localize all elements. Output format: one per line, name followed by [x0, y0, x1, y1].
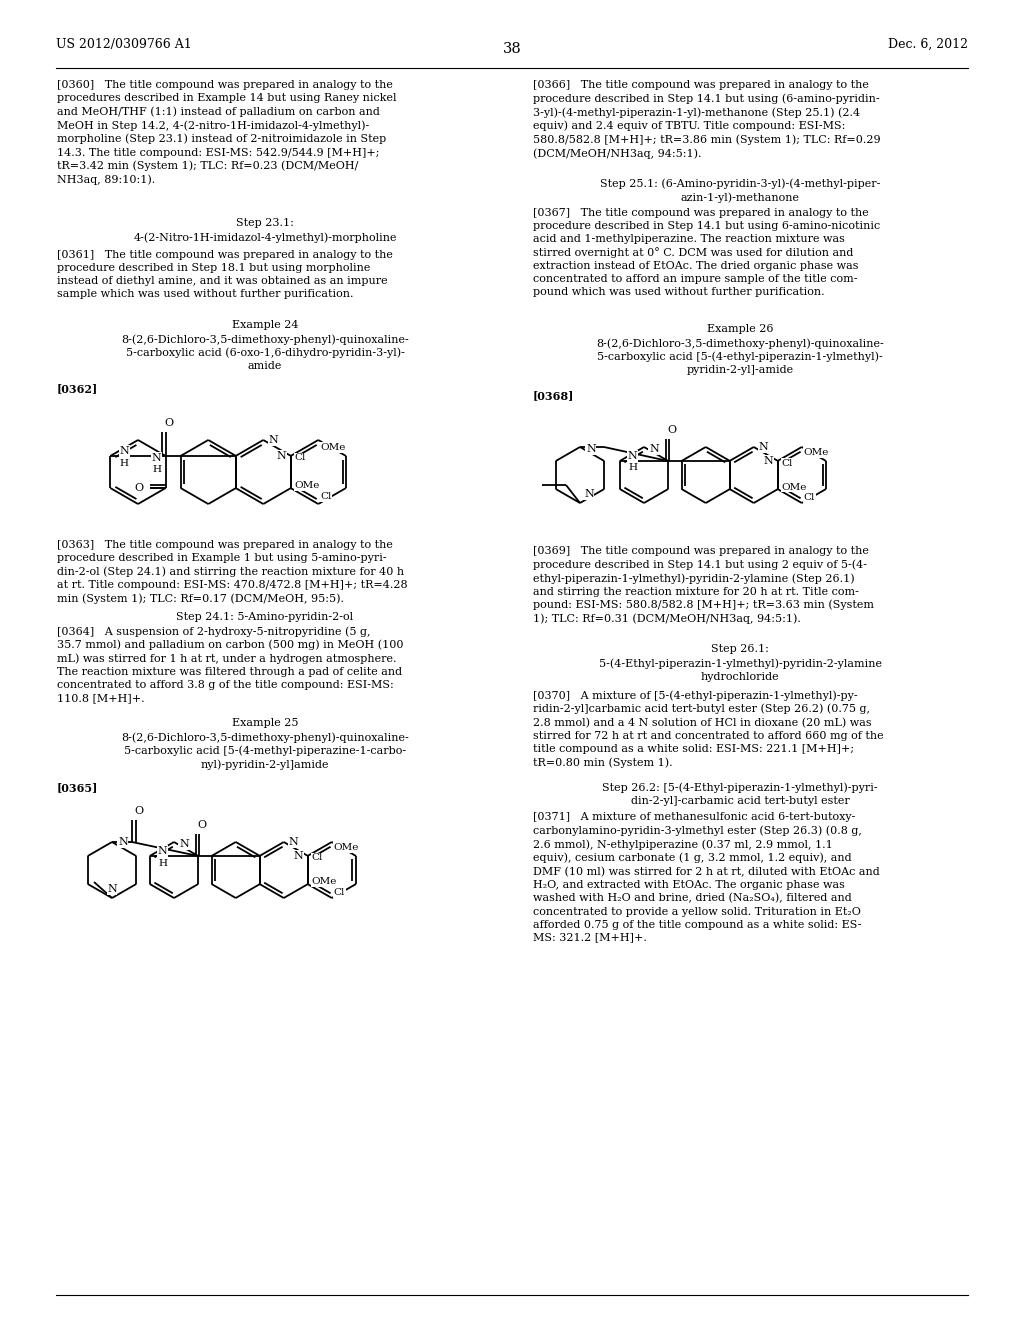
Text: Cl: Cl [311, 854, 323, 862]
Text: N: N [628, 451, 638, 461]
Text: 5-(4-Ethyl-piperazin-1-ylmethyl)-pyridin-2-ylamine: 5-(4-Ethyl-piperazin-1-ylmethyl)-pyridin… [598, 657, 882, 668]
Text: N: N [763, 455, 773, 466]
Text: N: N [268, 436, 279, 445]
Text: N: N [179, 840, 188, 849]
Text: 8-(2,6-Dichloro-3,5-dimethoxy-phenyl)-quinoxaline-
5-carboxylic acid (6-oxo-1,6-: 8-(2,6-Dichloro-3,5-dimethoxy-phenyl)-qu… [121, 334, 409, 371]
Text: [0370]   A mixture of [5-(4-ethyl-piperazin-1-ylmethyl)-py-
ridin-2-yl]carbamic : [0370] A mixture of [5-(4-ethyl-piperazi… [534, 690, 884, 768]
Text: [0365]: [0365] [57, 781, 98, 793]
Text: N: N [584, 488, 594, 499]
Text: azin-1-yl)-methanone: azin-1-yl)-methanone [681, 191, 800, 202]
Text: Example 26: Example 26 [707, 323, 773, 334]
Text: N: N [293, 851, 303, 861]
Text: Cl: Cl [321, 492, 332, 502]
Text: 38: 38 [503, 42, 521, 55]
Text: O: O [164, 418, 173, 428]
Text: OMe: OMe [321, 444, 346, 451]
Text: N: N [586, 444, 596, 454]
Text: Cl: Cl [804, 492, 815, 502]
Text: Step 23.1:: Step 23.1: [237, 218, 294, 228]
Text: [0367]   The title compound was prepared in analogy to the
procedure described i: [0367] The title compound was prepared i… [534, 209, 881, 297]
Text: din-2-yl]-carbamic acid tert-butyl ester: din-2-yl]-carbamic acid tert-butyl ester [631, 796, 849, 807]
Text: N: N [158, 846, 168, 855]
Text: H: H [629, 463, 637, 473]
Text: Dec. 6, 2012: Dec. 6, 2012 [888, 38, 968, 51]
Text: OMe: OMe [334, 843, 359, 851]
Text: N: N [118, 837, 128, 847]
Text: 8-(2,6-Dichloro-3,5-dimethoxy-phenyl)-quinoxaline-
5-carboxylic acid [5-(4-methy: 8-(2,6-Dichloro-3,5-dimethoxy-phenyl)-qu… [121, 733, 409, 770]
Text: N: N [289, 837, 299, 847]
Text: N: N [649, 444, 658, 454]
Text: Step 25.1: (6-Amino-pyridin-3-yl)-(4-methyl-piper-: Step 25.1: (6-Amino-pyridin-3-yl)-(4-met… [600, 178, 881, 189]
Text: Cl: Cl [334, 888, 345, 898]
Text: O: O [134, 483, 143, 492]
Text: H: H [120, 458, 129, 467]
Text: Example 25: Example 25 [231, 718, 298, 729]
Text: Example 24: Example 24 [231, 319, 298, 330]
Text: H: H [153, 466, 162, 474]
Text: [0364]   A suspension of 2-hydroxy-5-nitropyridine (5 g,
35.7 mmol) and palladiu: [0364] A suspension of 2-hydroxy-5-nitro… [57, 626, 403, 704]
Text: [0371]   A mixture of methanesulfonic acid 6-tert-butoxy-
carbonylamino-pyridin-: [0371] A mixture of methanesulfonic acid… [534, 812, 880, 942]
Text: 8-(2,6-Dichloro-3,5-dimethoxy-phenyl)-quinoxaline-
5-carboxylic acid [5-(4-ethyl: 8-(2,6-Dichloro-3,5-dimethoxy-phenyl)-qu… [596, 338, 884, 375]
Text: OMe: OMe [804, 447, 829, 457]
Text: Step 24.1: 5-Amino-pyridin-2-ol: Step 24.1: 5-Amino-pyridin-2-ol [176, 612, 353, 622]
Text: [0366]   The title compound was prepared in analogy to the
procedure described i: [0366] The title compound was prepared i… [534, 81, 881, 160]
Text: N: N [276, 451, 286, 461]
Text: Cl: Cl [781, 458, 793, 467]
Text: Step 26.1:: Step 26.1: [711, 644, 769, 653]
Text: hydrochloride: hydrochloride [700, 672, 779, 682]
Text: Cl: Cl [295, 454, 306, 462]
Text: OMe: OMe [781, 483, 807, 491]
Text: [0361]   The title compound was prepared in analogy to the
procedure described i: [0361] The title compound was prepared i… [57, 249, 393, 300]
Text: [0360]   The title compound was prepared in analogy to the
procedures described : [0360] The title compound was prepared i… [57, 81, 396, 185]
Text: [0362]: [0362] [57, 383, 98, 393]
Text: N: N [108, 884, 117, 894]
Text: O: O [198, 820, 207, 830]
Text: N: N [152, 453, 162, 463]
Text: [0363]   The title compound was prepared in analogy to the
procedure described i: [0363] The title compound was prepared i… [57, 540, 408, 603]
Text: [0369]   The title compound was prepared in analogy to the
procedure described i: [0369] The title compound was prepared i… [534, 546, 874, 624]
Text: N: N [759, 442, 768, 451]
Text: O: O [134, 807, 143, 816]
Text: O: O [668, 425, 677, 436]
Text: H: H [159, 858, 167, 867]
Text: [0368]: [0368] [534, 389, 574, 401]
Text: US 2012/0309766 A1: US 2012/0309766 A1 [56, 38, 191, 51]
Text: OMe: OMe [295, 482, 319, 491]
Text: 4-(2-Nitro-1H-imidazol-4-ylmethyl)-morpholine: 4-(2-Nitro-1H-imidazol-4-ylmethyl)-morph… [133, 232, 396, 243]
Text: OMe: OMe [311, 878, 337, 887]
Text: N: N [120, 446, 129, 455]
Text: Step 26.2: [5-(4-Ethyl-piperazin-1-ylmethyl)-pyri-: Step 26.2: [5-(4-Ethyl-piperazin-1-ylmet… [602, 781, 878, 792]
